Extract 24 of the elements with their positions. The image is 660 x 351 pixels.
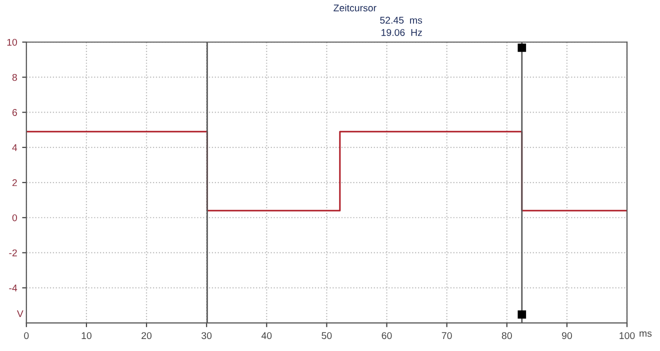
text: Zeitcursor — [334, 4, 376, 12]
x-tick-label: 90 — [562, 332, 572, 340]
text: 52.45 ms — [380, 16, 422, 24]
y-tick-label: 2 — [12, 179, 17, 186]
x-tick-label: 40 — [261, 332, 272, 340]
text: 19.06 Hz — [382, 29, 422, 36]
y-tick-label: 10 — [7, 38, 17, 46]
x-axis-title: ms — [640, 331, 652, 337]
y-tick-label: 8 — [12, 74, 17, 81]
x-tick-label: 50 — [322, 332, 332, 340]
x-tick-label: 70 — [442, 332, 452, 340]
x-tick-label: 80 — [502, 332, 512, 340]
x-tick-label: 30 — [202, 332, 212, 340]
y-tick-label: 4 — [12, 144, 18, 151]
x-tick-label: 10 — [82, 332, 92, 340]
y-tick-label: -2 — [9, 249, 17, 256]
x-tick-label: 60 — [382, 332, 392, 340]
x-tick-label: 20 — [142, 332, 152, 340]
y-tick-label: 6 — [12, 109, 17, 116]
y-axis-title: V — [16, 310, 24, 318]
y-tick-label: 0 — [12, 214, 17, 222]
x-tick-label: 0 — [24, 332, 29, 340]
y-tick-label: -4 — [9, 284, 18, 292]
x-tick-label: 100 — [620, 332, 635, 340]
